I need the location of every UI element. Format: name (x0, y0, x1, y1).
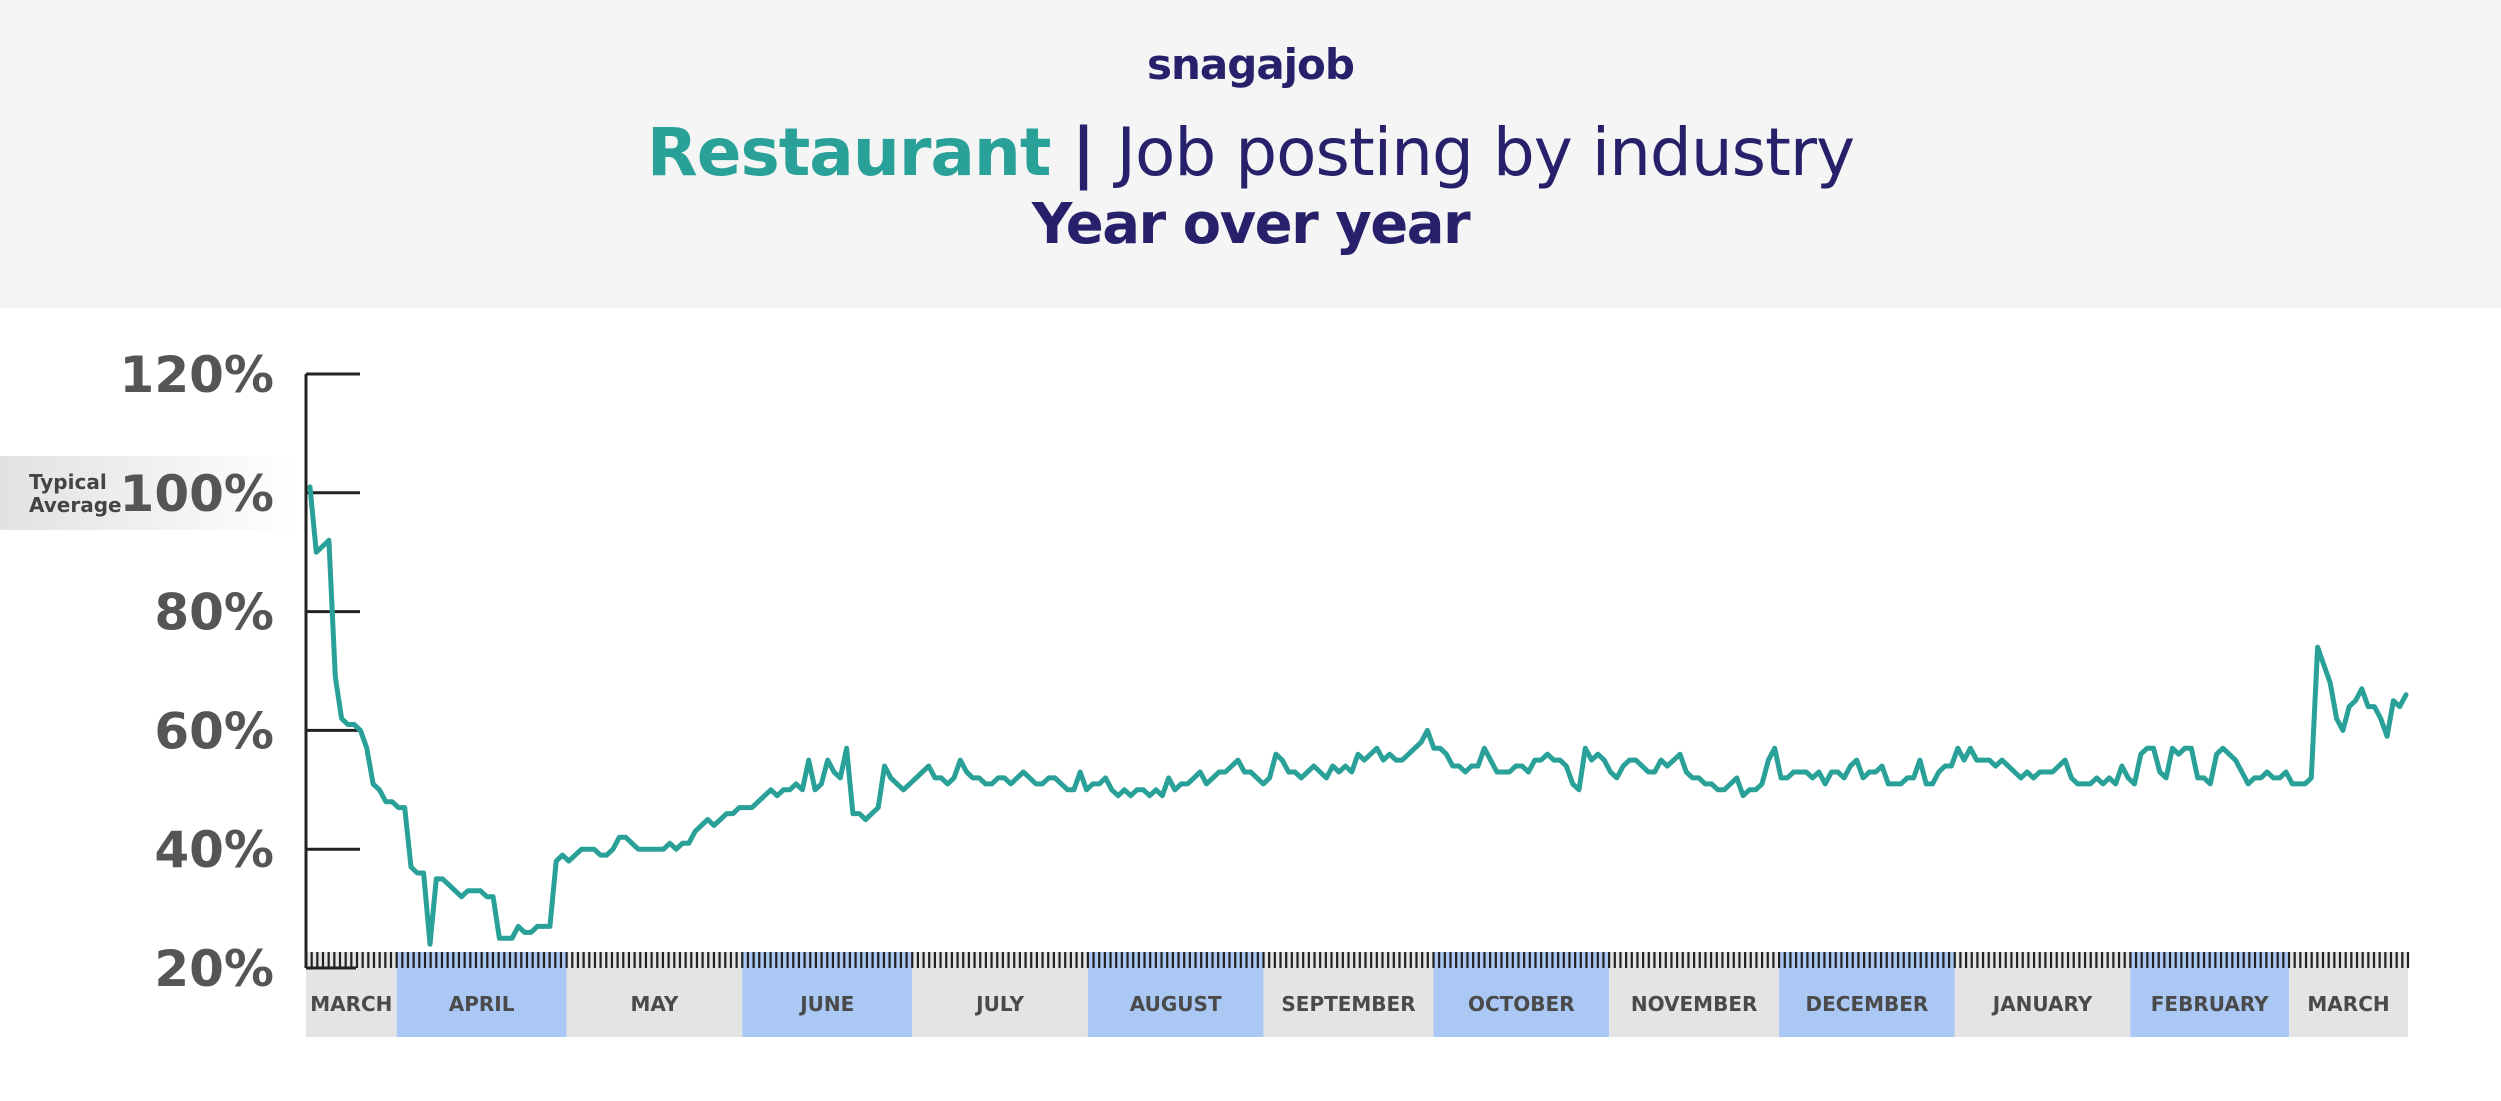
series-line-0 (307, 484, 2409, 947)
y-tick-label: 80% (154, 584, 274, 642)
typical-average-band (0, 456, 300, 530)
month-labels: MARCH APRIL MAY JUNE JULY AUGUST SEPTEMBER OCTO… (310, 992, 2389, 1016)
title-separator: | (1071, 114, 1096, 191)
month-label: APRIL (449, 992, 515, 1016)
chart-subtitle: Year over year (1031, 192, 1471, 257)
y-tick-label: 20% (154, 940, 274, 998)
y-tick-label: 100% (120, 465, 274, 523)
month-band-12 (2289, 952, 2408, 1037)
month-label: JANUARY (1991, 992, 2093, 1016)
series-layer (307, 484, 2409, 947)
month-label: AUGUST (1130, 992, 1222, 1016)
month-label: OCTOBER (1468, 992, 1575, 1016)
month-label: DECEMBER (1806, 992, 1929, 1016)
month-label: FEBRUARY (2151, 992, 2269, 1016)
month-label: JUNE (798, 992, 854, 1016)
month-bands (306, 952, 2408, 1037)
industry-name: Restaurant (646, 114, 1052, 191)
month-label: JULY (974, 992, 1024, 1016)
y-axis: 20% 40% 60% 80% 100% 120% (120, 346, 360, 998)
y-tick-label: 120% (120, 346, 274, 404)
month-label: SEPTEMBER (1281, 992, 1415, 1016)
header-banner: snagajob Restaurant | Job posting by ind… (0, 0, 2501, 308)
month-label: NOVEMBER (1631, 992, 1758, 1016)
brand-logo: snagajob (1147, 40, 1355, 89)
typical-average-label-line2: Average (29, 493, 122, 517)
month-label: MARCH (2307, 992, 2389, 1016)
y-tick-label: 60% (154, 702, 274, 760)
y-tick-label: 40% (154, 821, 274, 879)
month-label: MARCH (310, 992, 392, 1016)
month-label: MAY (630, 992, 678, 1016)
title-description: Job posting by industry (1116, 114, 1856, 191)
chart-title: Restaurant | Job posting by industry (0, 108, 2501, 198)
typical-average-label-line1: Typical (29, 470, 107, 494)
